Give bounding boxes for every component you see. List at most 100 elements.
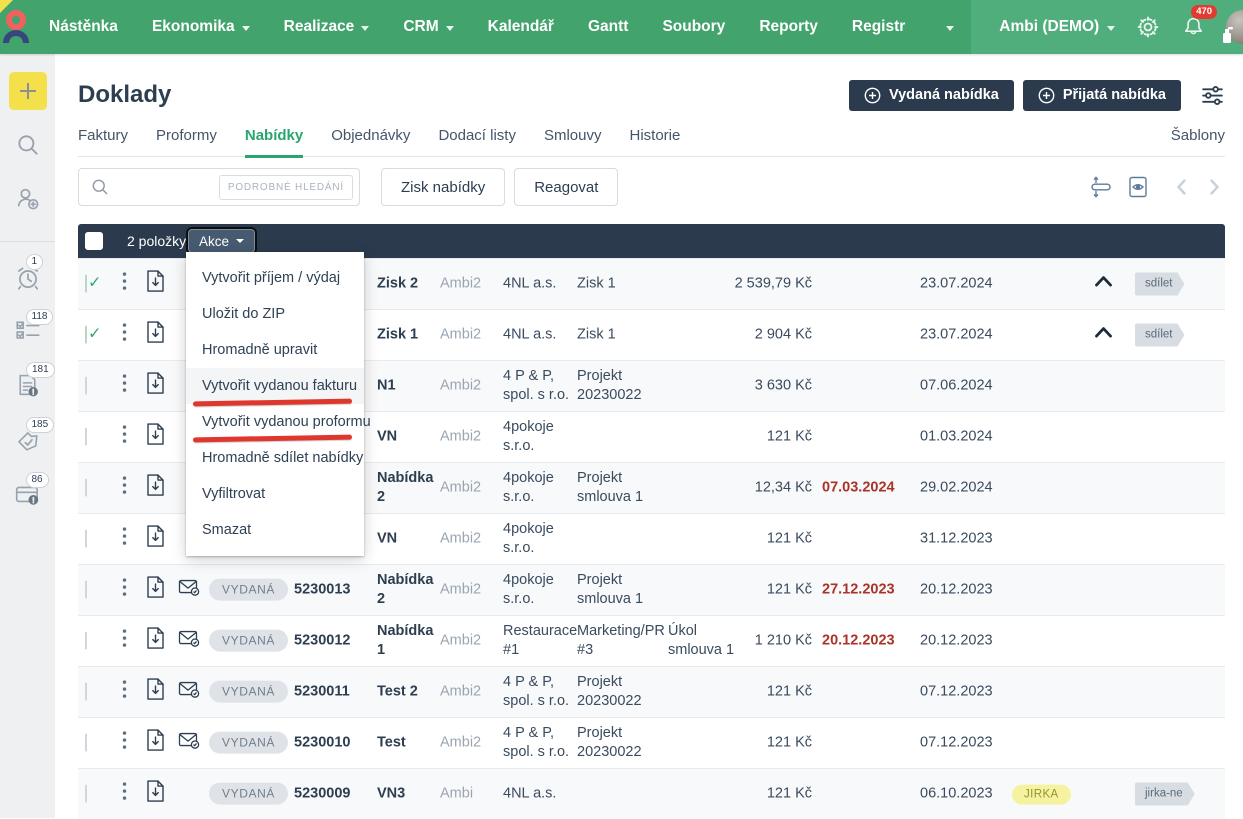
- row-menu-button[interactable]: [122, 322, 127, 348]
- company[interactable]: 4pokoje s.r.o.: [503, 470, 554, 505]
- actions-menu-item[interactable]: Vytvořit vydanou fakturu: [186, 368, 364, 404]
- actions-menu-item[interactable]: Vytvořit příjem / výdaj: [202, 270, 341, 286]
- project[interactable]: Projekt 20230022: [577, 674, 642, 709]
- tab[interactable]: Faktury: [78, 127, 129, 144]
- download-document-button[interactable]: [146, 678, 165, 707]
- download-document-button[interactable]: [146, 423, 165, 452]
- tab[interactable]: Smlouvy: [543, 127, 602, 144]
- download-document-button[interactable]: [146, 576, 165, 605]
- table-row[interactable]: ✓: [78, 666, 1225, 717]
- row-menu-button[interactable]: [122, 271, 127, 297]
- nav-item[interactable]: Gantt: [587, 18, 629, 35]
- account-switcher[interactable]: Ambi (DEMO): [999, 18, 1116, 36]
- row-checkbox[interactable]: ✓: [85, 682, 87, 702]
- search-input[interactable]: [118, 179, 211, 195]
- document-name[interactable]: Nabídka 2: [377, 572, 434, 607]
- nav-item[interactable]: CRM: [386, 0, 470, 54]
- nav-item[interactable]: Soubory: [662, 18, 726, 35]
- row-menu-button[interactable]: [122, 577, 127, 603]
- document-name[interactable]: VN3: [377, 785, 406, 802]
- company[interactable]: 4NL a.s.: [503, 275, 557, 292]
- document-name[interactable]: Zisk 2: [377, 275, 419, 292]
- notifications-button[interactable]: 470: [1181, 5, 1218, 40]
- export-button[interactable]: [1089, 175, 1113, 199]
- actions-dropdown-button[interactable]: Akce: [188, 229, 256, 253]
- company[interactable]: 4pokoje s.r.o.: [503, 419, 554, 454]
- row-menu-button[interactable]: [122, 679, 127, 705]
- row-checkbox[interactable]: ✓: [85, 733, 87, 753]
- download-document-button[interactable]: [146, 525, 165, 554]
- project[interactable]: Zisk 1: [577, 326, 616, 343]
- company[interactable]: 4pokoje s.r.o.: [503, 572, 554, 607]
- sidebar-approvals-button[interactable]: 185: [14, 417, 55, 460]
- preview-button[interactable]: [1127, 175, 1149, 199]
- tab[interactable]: Proformy: [156, 127, 217, 144]
- actions-menu-item[interactable]: Vyfiltrovat: [202, 486, 266, 502]
- company[interactable]: 4 P & P, spol. s r.o.: [503, 674, 570, 709]
- project[interactable]: Marketing/PR #3: [577, 623, 665, 658]
- quick-add-button[interactable]: [8, 72, 47, 110]
- table-row[interactable]: ✓: [78, 564, 1225, 615]
- list-settings-button[interactable]: [1200, 84, 1225, 107]
- row-checkbox[interactable]: ✓: [85, 274, 101, 294]
- select-all-checkbox[interactable]: [85, 232, 103, 250]
- nav-item[interactable]: Nástěnka: [49, 18, 118, 35]
- sidebar-payments-button[interactable]: 86: [14, 472, 49, 513]
- company[interactable]: 4 P & P, spol. s r.o.: [503, 368, 570, 403]
- nav-item[interactable]: [922, 0, 971, 54]
- download-document-button[interactable]: [146, 780, 165, 809]
- nav-item[interactable]: Registr: [851, 18, 906, 35]
- sidebar-add-contact-button[interactable]: [14, 185, 41, 217]
- tab[interactable]: Dodací listy: [438, 127, 516, 144]
- nav-item[interactable]: Ekonomika: [135, 0, 267, 54]
- actions-menu-item[interactable]: Vytvořit vydanou proformu: [186, 404, 371, 440]
- sidebar-reminders-button[interactable]: 1: [14, 254, 44, 297]
- row-checkbox[interactable]: ✓: [85, 631, 87, 651]
- project[interactable]: Projekt smlouva 1: [577, 470, 644, 505]
- document-name[interactable]: Test: [377, 734, 406, 751]
- tab-templates[interactable]: Šablony: [1170, 127, 1225, 144]
- advanced-search-button[interactable]: PODROBNÉ HLEDÁNÍ: [218, 174, 353, 200]
- row-checkbox[interactable]: ✓: [85, 580, 87, 600]
- sidebar-search-button[interactable]: [15, 132, 41, 163]
- project[interactable]: Projekt 20230022: [577, 368, 642, 403]
- row-checkbox[interactable]: ✓: [85, 376, 87, 396]
- document-name[interactable]: VN: [377, 530, 398, 547]
- app-logo[interactable]: [0, 9, 32, 45]
- company[interactable]: Restaurace #1: [503, 623, 578, 658]
- company[interactable]: 4NL a.s.: [503, 785, 557, 802]
- row-menu-button[interactable]: [122, 475, 127, 501]
- row-checkbox[interactable]: ✓: [85, 325, 101, 345]
- row-checkbox[interactable]: ✓: [85, 529, 87, 549]
- tab[interactable]: Historie: [629, 127, 681, 144]
- document-name[interactable]: Zisk 1: [377, 326, 419, 343]
- nav-item[interactable]: Reporty: [759, 18, 818, 35]
- row-menu-button[interactable]: [122, 781, 127, 807]
- project[interactable]: Projekt 20230022: [577, 725, 642, 760]
- offer-profit-button[interactable]: Zisk nabídky: [381, 168, 506, 206]
- actions-menu-item[interactable]: Uložit do ZIP: [202, 306, 285, 322]
- row-menu-button[interactable]: [122, 628, 127, 654]
- project[interactable]: Zisk 1: [577, 275, 616, 292]
- react-button[interactable]: Reagovat: [514, 168, 619, 206]
- row-checkbox[interactable]: ✓: [85, 478, 87, 498]
- company[interactable]: 4NL a.s.: [503, 326, 557, 343]
- nav-item[interactable]: Realizace: [267, 0, 387, 54]
- download-document-button[interactable]: [146, 372, 165, 401]
- actions-menu-item[interactable]: Hromadně sdílet nabídky: [202, 450, 364, 466]
- sidebar-documents-button[interactable]: 181: [14, 362, 55, 405]
- table-row[interactable]: ✓: [78, 615, 1225, 666]
- row-checkbox[interactable]: ✓: [85, 784, 87, 804]
- issued-offer-button[interactable]: Vydaná nabídka: [848, 79, 1014, 111]
- task[interactable]: Úkol smlouva 1: [668, 623, 735, 658]
- row-checkbox[interactable]: ✓: [85, 427, 87, 447]
- document-name[interactable]: Test 2: [377, 683, 418, 700]
- table-row[interactable]: ✓: [78, 768, 1225, 819]
- document-name[interactable]: Nabídka 1: [377, 623, 434, 658]
- download-document-button[interactable]: [146, 270, 165, 299]
- download-document-button[interactable]: [146, 627, 165, 656]
- actions-menu-item[interactable]: Smazat: [202, 522, 252, 538]
- sidebar-tasks-button[interactable]: 118: [14, 309, 54, 350]
- download-document-button[interactable]: [146, 321, 165, 350]
- avatar[interactable]: [1223, 10, 1243, 44]
